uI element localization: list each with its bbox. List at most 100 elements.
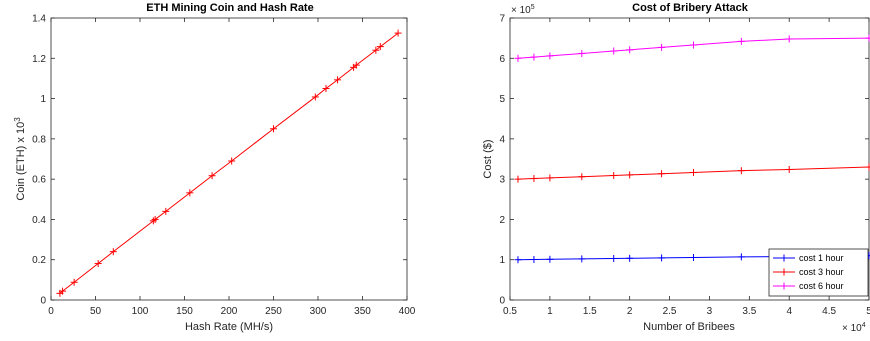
legend: cost 1 hour cost 3 hour cost 6 hour [768, 248, 869, 297]
series-0-point [658, 254, 666, 262]
data-series-point [70, 278, 78, 286]
x-axis-exponent: × 104 [842, 322, 866, 334]
legend-label: cost 6 hour [799, 281, 844, 291]
x-tick-label: 300 [310, 306, 327, 317]
x-tick-label: 4.5 [822, 306, 836, 317]
x-tick-label: 1.5 [583, 306, 597, 317]
y-tick-label: 0.4 [32, 215, 46, 226]
x-exponent-base: × 10 [842, 323, 862, 334]
data-series-point [334, 76, 342, 84]
x-axis-label: Hash Rate (MH/s) [185, 321, 273, 333]
series-0-point [737, 253, 745, 261]
y-tick-label: 1.4 [32, 14, 46, 25]
x-tick-label: 4 [786, 306, 792, 317]
series-0-point [689, 253, 697, 261]
data-series-point [208, 172, 216, 180]
x-tick-label: 2 [627, 306, 633, 317]
series-0-point [514, 256, 522, 264]
data-series-point [394, 29, 402, 37]
y-tick-label: 3 [499, 175, 505, 186]
series-1-point [530, 175, 538, 183]
x-tick-label: 0 [48, 306, 54, 317]
data-series-point [270, 125, 277, 133]
series-2-point [514, 54, 522, 62]
series-group [514, 34, 870, 264]
y-tick-label: 1 [40, 94, 46, 105]
series-group [56, 29, 402, 297]
x-tick-label: 350 [354, 306, 371, 317]
x-axis-ticks: 0.5 1 1.5 2 2.5 3 3.5 4 4.5 5 [503, 18, 870, 317]
series-2-point [689, 41, 697, 49]
series-2-point [737, 37, 745, 45]
y-tick-label: 0.6 [32, 175, 46, 186]
series-2-point [610, 47, 618, 55]
data-series-point [94, 260, 102, 268]
legend-item: cost 6 hour [773, 281, 844, 291]
y-tick-label: 0.8 [32, 134, 46, 145]
series-2-point [658, 43, 666, 51]
y-axis-exponent: × 105 [511, 4, 535, 16]
series-1-point [658, 170, 666, 178]
data-series-point [186, 189, 194, 197]
series-0-point [626, 254, 634, 262]
x-axis-ticks: 0 50 100 150 200 250 300 350 400 [48, 18, 416, 317]
y-exponent-power: 5 [531, 4, 535, 11]
series-0-point [578, 255, 586, 263]
plot-area [50, 17, 408, 301]
series-1-point [578, 173, 586, 181]
x-tick-label: 100 [132, 306, 149, 317]
data-series-point [228, 157, 236, 165]
series-0-point [546, 255, 554, 263]
legend-label: cost 3 hour [799, 267, 844, 277]
hash-rate-chart: ETH Mining Coin and Hash Rate 0 0.2 0.4 0.6… [13, 2, 416, 333]
y-tick-label: 1.2 [32, 54, 46, 65]
data-series-point [376, 43, 384, 51]
data-series-point [151, 215, 159, 223]
x-tick-label: 5 [866, 306, 870, 317]
data-series-point [109, 248, 117, 256]
y-exponent-base: × 10 [511, 5, 531, 16]
series-0-point [530, 256, 538, 264]
y-axis-label-exponent: 3 [13, 117, 22, 122]
series-1-point [689, 168, 697, 176]
x-tick-label: 0.5 [503, 306, 517, 317]
series-2-point [578, 49, 586, 57]
series-1-point [546, 174, 554, 182]
x-tick-label: 400 [399, 306, 416, 317]
chart-title: ETH Mining Coin and Hash Rate [146, 2, 313, 14]
legend-item: cost 3 hour [773, 267, 844, 277]
series-1-point [865, 163, 870, 171]
series-0-point [610, 255, 618, 263]
y-axis-label-text: Coin (ETH) x 10 [15, 122, 27, 201]
x-tick-label: 150 [176, 306, 193, 317]
y-axis-label: Cost ($) [482, 139, 494, 178]
y-tick-label: 0 [499, 296, 505, 307]
y-tick-label: 0 [40, 296, 46, 307]
bribery-cost-chart: Cost of Bribery Attack × 105 × 104 01234… [482, 2, 870, 334]
chart-title: Cost of Bribery Attack [632, 2, 749, 14]
series-1-point [737, 167, 745, 175]
x-tick-label: 200 [221, 306, 238, 317]
data-series-point [311, 93, 319, 101]
y-tick-label: 7 [499, 14, 505, 25]
series-1-point [610, 172, 618, 180]
series-1-point [626, 171, 634, 179]
x-exponent-power: 4 [862, 322, 866, 329]
x-tick-label: 3.5 [742, 306, 756, 317]
y-tick-label: 6 [499, 54, 505, 65]
series-2-point [785, 35, 793, 43]
x-tick-label: 2.5 [663, 306, 677, 317]
data-series-point [59, 287, 67, 295]
series-2-point [530, 53, 538, 61]
legend-item: cost 1 hour [773, 253, 844, 263]
x-axis-label: Number of Bribees [643, 321, 735, 333]
x-tick-label: 50 [90, 306, 102, 317]
y-tick-label: 2 [499, 215, 505, 226]
y-tick-label: 1 [499, 255, 505, 266]
y-axis-ticks: 0 0.2 0.4 0.6 0.8 1 1.2 1.4 [32, 14, 407, 307]
series-1-point [785, 165, 793, 173]
x-tick-label: 1 [547, 306, 553, 317]
y-axis-ticks: 0 1 2 3 4 5 6 7 [499, 14, 869, 307]
legend-label: cost 1 hour [799, 253, 844, 263]
